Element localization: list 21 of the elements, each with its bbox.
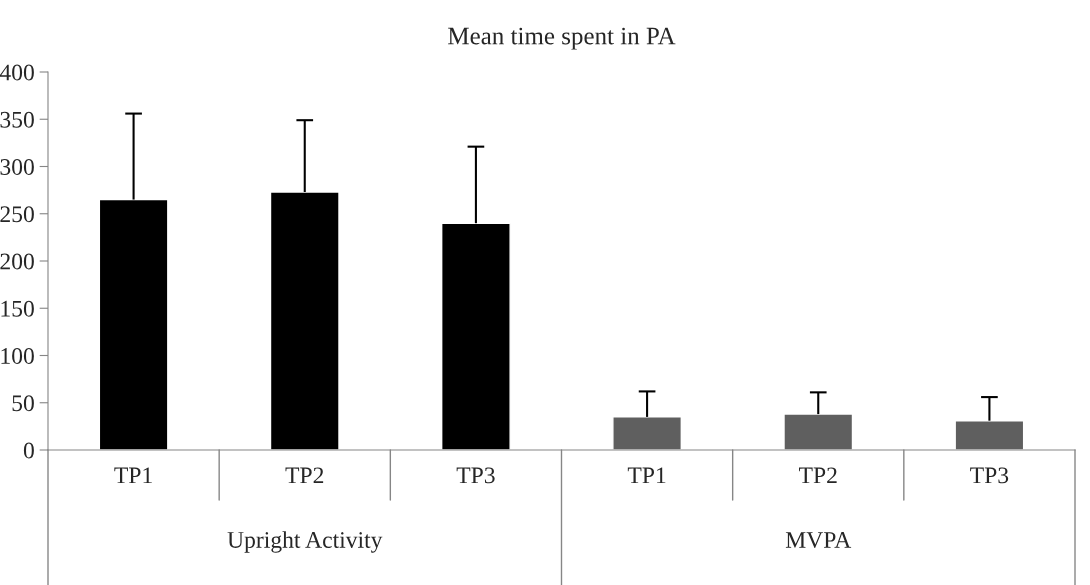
x-tick-label: TP2 — [285, 467, 324, 484]
y-tick-label: 0 — [23, 442, 34, 459]
y-tick-label: 200 — [0, 253, 34, 270]
bar — [783, 413, 854, 450]
y-tick-label: 50 — [12, 395, 34, 412]
x-tick-label: TP2 — [799, 467, 837, 484]
text: Upright Activity — [227, 531, 383, 553]
chart-title: Mean time spent in PA — [448, 27, 676, 50]
y-tick-label: 400 — [0, 64, 34, 81]
x-tick-label: TP1 — [114, 467, 152, 484]
y-tick-label: 300 — [0, 158, 34, 175]
y-tick-label: 100 — [1, 347, 34, 364]
y-tick-label: 250 — [0, 206, 34, 223]
y-tick-label: 350 — [0, 111, 34, 128]
text: MVPA — [785, 532, 852, 549]
x-tick-label: TP3 — [970, 467, 1009, 484]
y-tick-label: 150 — [1, 300, 34, 317]
bar — [612, 416, 683, 450]
bar — [954, 420, 1025, 450]
x-tick-label: TP1 — [627, 467, 666, 484]
x-tick-label: TP3 — [456, 467, 495, 484]
